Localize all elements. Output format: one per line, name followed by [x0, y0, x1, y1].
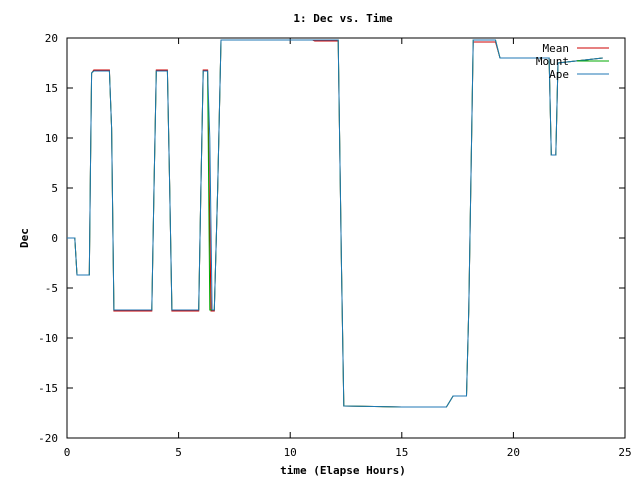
- legend-label-mount: Mount: [536, 55, 569, 68]
- legend-label-mean: Mean: [543, 42, 570, 55]
- legend-label-ape: Ape: [549, 68, 569, 81]
- y-tick-label: 0: [51, 232, 58, 245]
- x-axis-label: time (Elapse Hours): [280, 464, 406, 477]
- y-tick-label: -20: [38, 432, 58, 445]
- plot-area-border: [66, 37, 626, 439]
- series-lines: [67, 39, 603, 408]
- x-tick-label: 20: [507, 446, 520, 459]
- x-tick-label: 25: [618, 446, 631, 459]
- series-line-ape: [67, 39, 603, 408]
- y-tick-label: 20: [45, 32, 58, 45]
- series-line-mount: [67, 39, 603, 408]
- x-tick-label: 10: [284, 446, 297, 459]
- y-axis-label: Dec: [18, 228, 31, 248]
- series-line-mean: [67, 39, 603, 408]
- y-tick-label: -15: [38, 382, 58, 395]
- x-tick-label: 0: [64, 446, 71, 459]
- y-tick-label: -5: [45, 282, 58, 295]
- y-tick-label: 15: [45, 82, 58, 95]
- chart-title: 1: Dec vs. Time: [293, 12, 393, 25]
- axis-ticks: 0 5 10 15 20 25 -20 -15 -10 -5 0 5 10 15 20: [38, 32, 632, 459]
- x-tick-label: 5: [175, 446, 182, 459]
- x-tick-label: 15: [395, 446, 408, 459]
- y-tick-label: 10: [45, 132, 58, 145]
- y-tick-label: 5: [51, 182, 58, 195]
- y-tick-label: -10: [38, 332, 58, 345]
